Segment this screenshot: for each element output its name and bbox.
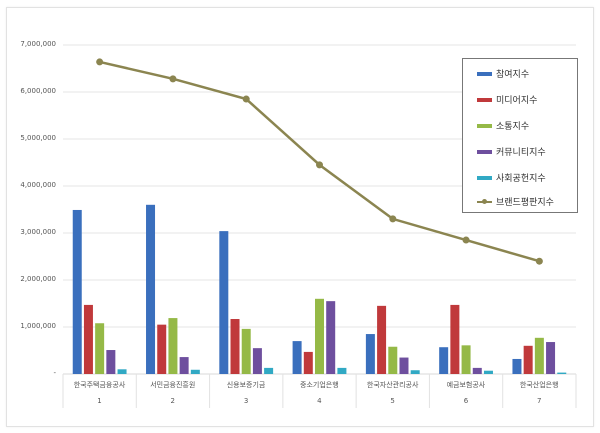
bar — [219, 231, 229, 374]
legend-swatch-icon — [477, 175, 492, 180]
bar — [252, 348, 262, 374]
x-category-number: 5 — [390, 397, 395, 405]
x-category-label: 서민금융진흥원 — [150, 381, 196, 389]
bar — [117, 369, 127, 374]
bar — [483, 370, 493, 374]
x-category-label: 한국산업은행 — [519, 381, 559, 389]
bar — [315, 298, 324, 374]
bar — [326, 301, 336, 374]
legend-item-brand-reputation: 브랜드평판지수 — [477, 195, 554, 208]
x-category-number: 6 — [463, 397, 469, 405]
legend-item-social-contribution: 사회공헌지수 — [477, 171, 546, 184]
bar — [410, 370, 420, 374]
x-category-label: 신용보증기금 — [226, 381, 266, 389]
bar — [461, 345, 471, 374]
y-tick-label: 7,000,000 — [20, 40, 56, 48]
bar — [72, 209, 82, 374]
x-category-label: 예금보험공사 — [446, 381, 486, 389]
bar — [190, 369, 200, 374]
bar — [95, 323, 105, 374]
line-marker — [389, 215, 397, 223]
line-marker — [242, 95, 250, 103]
line-marker — [462, 236, 470, 244]
bar — [388, 346, 398, 374]
bar — [450, 304, 460, 374]
bar — [179, 357, 189, 374]
legend-swatch-icon — [477, 149, 492, 154]
x-category-number: 4 — [317, 397, 322, 405]
legend: 참여지수 미디어지수 소통지수 커뮤니티지수 사회공헌지수 브랜드평판지수 — [462, 58, 578, 213]
bar — [292, 341, 302, 374]
bar — [439, 347, 449, 374]
x-category-number: 7 — [536, 397, 542, 405]
x-category-number: 3 — [243, 397, 249, 405]
x-category-label: 한국자산관리공사 — [366, 381, 419, 389]
bar — [546, 342, 556, 374]
bar — [168, 318, 178, 374]
bar — [557, 372, 567, 374]
line-marker — [316, 161, 323, 169]
legend-item-participation: 참여지수 — [477, 67, 529, 80]
legend-swatch-icon — [477, 97, 492, 102]
bar — [303, 351, 313, 374]
x-category-number: 1 — [97, 397, 102, 405]
y-tick-label: 5,000,000 — [20, 134, 56, 142]
bar — [523, 345, 533, 374]
legend-item-communication: 소통지수 — [477, 119, 529, 132]
y-tick-label: - — [53, 369, 56, 377]
bar — [106, 350, 116, 374]
bar — [534, 337, 544, 374]
legend-swatch-icon — [477, 71, 492, 76]
bar — [241, 328, 251, 374]
bar — [83, 304, 93, 374]
y-tick-label: 1,000,000 — [20, 322, 56, 330]
y-tick-label: 6,000,000 — [20, 87, 56, 95]
legend-item-media: 미디어지수 — [477, 93, 537, 106]
bar — [399, 357, 409, 374]
x-category-number: 2 — [170, 397, 176, 405]
x-category-label: 중소기업은행 — [300, 381, 339, 389]
bar — [512, 358, 522, 374]
bar — [157, 324, 167, 374]
y-tick-label: 2,000,000 — [20, 275, 56, 283]
bar — [377, 305, 387, 374]
legend-swatch-icon — [477, 123, 492, 128]
line-marker — [535, 257, 543, 265]
line-marker — [96, 58, 104, 66]
x-category-label: 한국주택금융공사 — [73, 381, 126, 389]
legend-item-community: 커뮤니티지수 — [477, 145, 546, 158]
bar — [337, 367, 347, 374]
legend-line-marker-icon — [477, 198, 492, 204]
bar — [146, 204, 156, 374]
bar — [230, 319, 240, 374]
bar — [365, 334, 375, 374]
y-tick-label: 3,000,000 — [20, 228, 56, 236]
line-marker — [169, 75, 177, 83]
bar — [472, 367, 482, 374]
bar — [264, 367, 274, 374]
y-tick-label: 4,000,000 — [20, 181, 56, 189]
